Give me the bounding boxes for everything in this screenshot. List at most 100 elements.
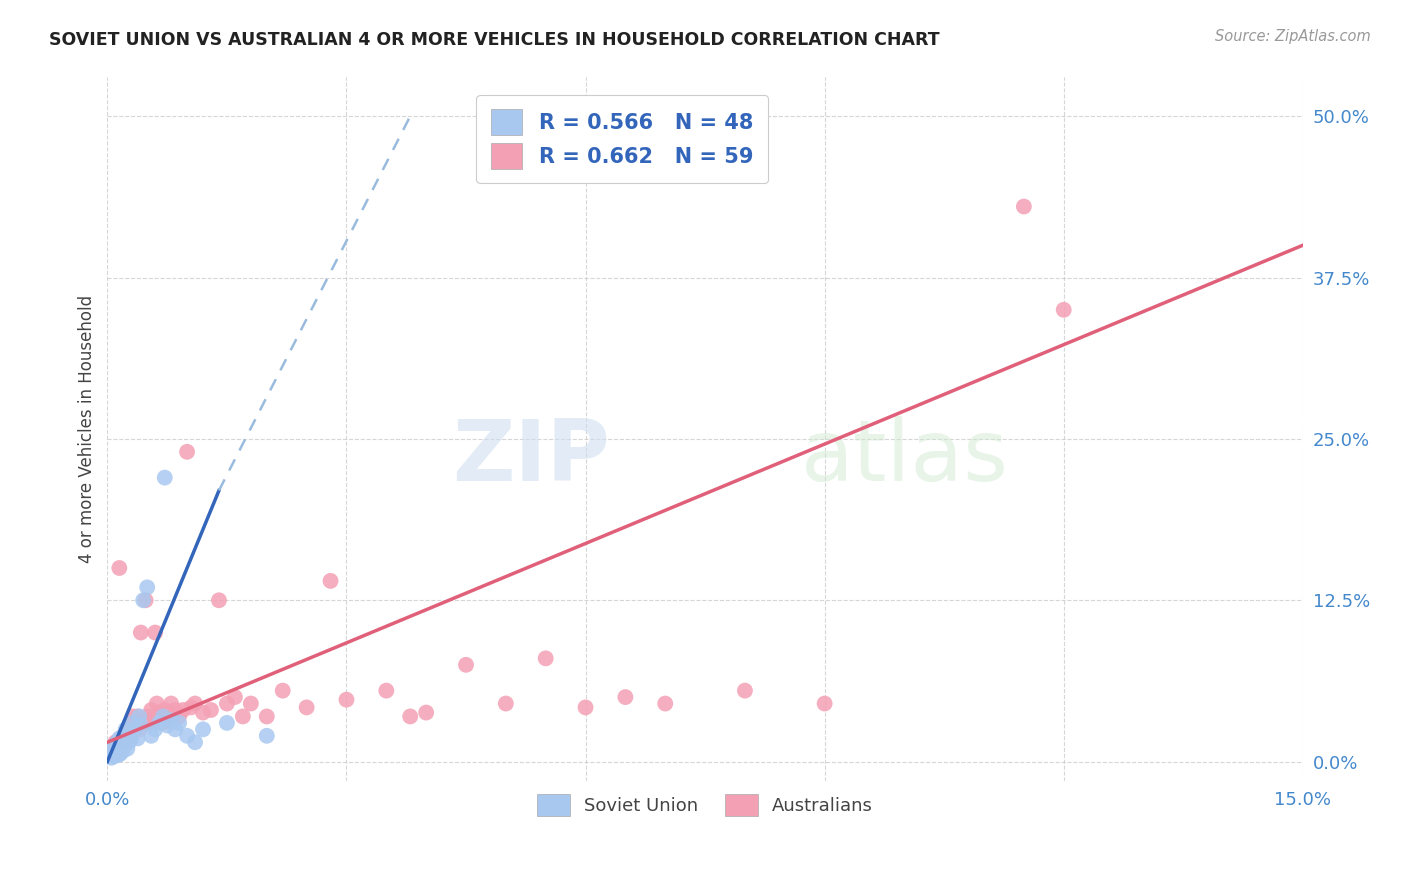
Point [111, 744, 134, 758]
Point [107, 748, 129, 763]
Point [105, 744, 128, 758]
Point [256, 709, 278, 723]
Point [156, 714, 179, 728]
Point [112, 735, 135, 749]
Legend: Soviet Union, Australians: Soviet Union, Australians [529, 785, 882, 825]
Point [107, 746, 129, 760]
Point [108, 561, 131, 575]
Point [117, 723, 139, 737]
Point [111, 735, 134, 749]
Point [148, 715, 170, 730]
Point [103, 747, 125, 761]
Point [143, 625, 166, 640]
Point [117, 729, 139, 743]
Y-axis label: 4 or more Vehicles in Household: 4 or more Vehicles in Household [79, 295, 96, 563]
Point [129, 718, 152, 732]
Point [614, 690, 637, 704]
Point [103, 741, 125, 756]
Point [176, 445, 198, 459]
Point [124, 718, 146, 732]
Point [271, 683, 294, 698]
Point [1012, 200, 1035, 214]
Point [108, 747, 131, 761]
Point [114, 731, 136, 746]
Point [172, 703, 194, 717]
Point [146, 697, 169, 711]
Text: Source: ZipAtlas.com: Source: ZipAtlas.com [1215, 29, 1371, 44]
Point [319, 574, 342, 588]
Point [399, 709, 422, 723]
Point [152, 709, 174, 723]
Point [191, 723, 214, 737]
Point [160, 697, 183, 711]
Point [108, 741, 131, 756]
Point [215, 697, 238, 711]
Point [141, 729, 163, 743]
Point [156, 718, 179, 732]
Point [101, 748, 124, 763]
Point [335, 692, 357, 706]
Point [127, 731, 149, 746]
Point [180, 700, 202, 714]
Point [122, 709, 145, 723]
Point [118, 735, 141, 749]
Point [104, 739, 127, 753]
Point [495, 697, 517, 711]
Point [112, 729, 135, 743]
Point [150, 715, 173, 730]
Text: ZIP: ZIP [451, 416, 609, 499]
Point [200, 703, 222, 717]
Point [574, 700, 596, 714]
Point [138, 715, 160, 730]
Point [104, 735, 127, 749]
Point [167, 709, 190, 723]
Point [184, 697, 207, 711]
Point [110, 739, 132, 753]
Point [129, 625, 152, 640]
Point [654, 697, 676, 711]
Point [152, 709, 174, 723]
Point [108, 731, 131, 746]
Point [375, 683, 398, 698]
Point [118, 729, 141, 743]
Point [105, 735, 128, 749]
Point [167, 715, 190, 730]
Point [103, 749, 125, 764]
Point [124, 723, 146, 737]
Point [114, 735, 136, 749]
Point [215, 715, 238, 730]
Point [100, 751, 122, 765]
Point [114, 723, 136, 737]
Text: atlas: atlas [801, 416, 1008, 499]
Point [165, 723, 187, 737]
Point [118, 726, 141, 740]
Point [165, 703, 187, 717]
Point [232, 709, 254, 723]
Point [143, 723, 166, 737]
Point [128, 723, 150, 737]
Point [534, 651, 557, 665]
Point [415, 706, 437, 720]
Point [136, 709, 159, 723]
Point [148, 706, 170, 720]
Point [117, 741, 139, 756]
Point [159, 706, 181, 720]
Point [153, 470, 176, 484]
Point [132, 593, 155, 607]
Point [208, 593, 231, 607]
Point [454, 657, 477, 672]
Point [112, 739, 135, 753]
Point [160, 714, 183, 728]
Point [153, 703, 176, 717]
Point [141, 703, 163, 717]
Point [256, 729, 278, 743]
Point [814, 697, 837, 711]
Point [135, 593, 157, 607]
Point [176, 729, 198, 743]
Point [1053, 302, 1076, 317]
Point [128, 709, 150, 723]
Point [127, 709, 149, 723]
Text: SOVIET UNION VS AUSTRALIAN 4 OR MORE VEHICLES IN HOUSEHOLD CORRELATION CHART: SOVIET UNION VS AUSTRALIAN 4 OR MORE VEH… [49, 31, 939, 49]
Point [122, 715, 145, 730]
Point [136, 580, 159, 594]
